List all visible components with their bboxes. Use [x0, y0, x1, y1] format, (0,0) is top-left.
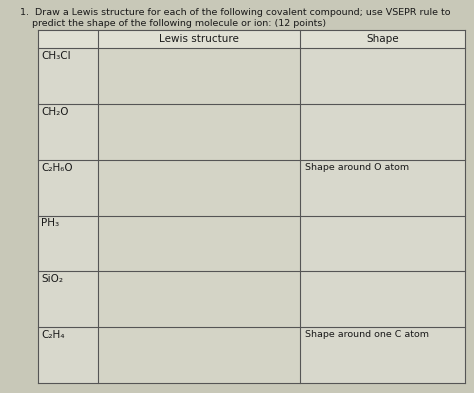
Bar — [38, 30, 465, 48]
Text: CH₂O: CH₂O — [41, 107, 69, 117]
Text: Shape around O atom: Shape around O atom — [305, 163, 409, 172]
Bar — [98, 271, 300, 327]
Text: C₂H₆O: C₂H₆O — [41, 163, 73, 173]
Text: Shape: Shape — [366, 34, 399, 44]
Bar — [98, 215, 300, 271]
Text: predict the shape of the following molecule or ion: (12 points): predict the shape of the following molec… — [32, 19, 326, 28]
Bar — [38, 327, 98, 383]
Bar — [38, 215, 98, 271]
Bar — [300, 48, 465, 104]
Bar — [38, 271, 98, 327]
Bar — [98, 160, 300, 215]
Text: Shape around one C atom: Shape around one C atom — [305, 330, 429, 339]
Bar — [300, 215, 465, 271]
Text: PH₃: PH₃ — [41, 219, 59, 228]
Bar — [98, 104, 300, 160]
Text: C₂H₄: C₂H₄ — [41, 330, 64, 340]
Text: 1.  Draw a Lewis structure for each of the following covalent compound; use VSEP: 1. Draw a Lewis structure for each of th… — [20, 8, 450, 17]
Bar — [300, 104, 465, 160]
Bar — [38, 160, 98, 215]
Bar — [98, 48, 300, 104]
Text: SiO₂: SiO₂ — [41, 274, 63, 284]
Text: CH₃Cl: CH₃Cl — [41, 51, 71, 61]
Bar — [300, 327, 465, 383]
Bar — [38, 48, 98, 104]
Bar — [300, 160, 465, 215]
Bar — [98, 327, 300, 383]
Bar — [300, 271, 465, 327]
Bar — [38, 104, 98, 160]
Text: Lewis structure: Lewis structure — [159, 34, 239, 44]
